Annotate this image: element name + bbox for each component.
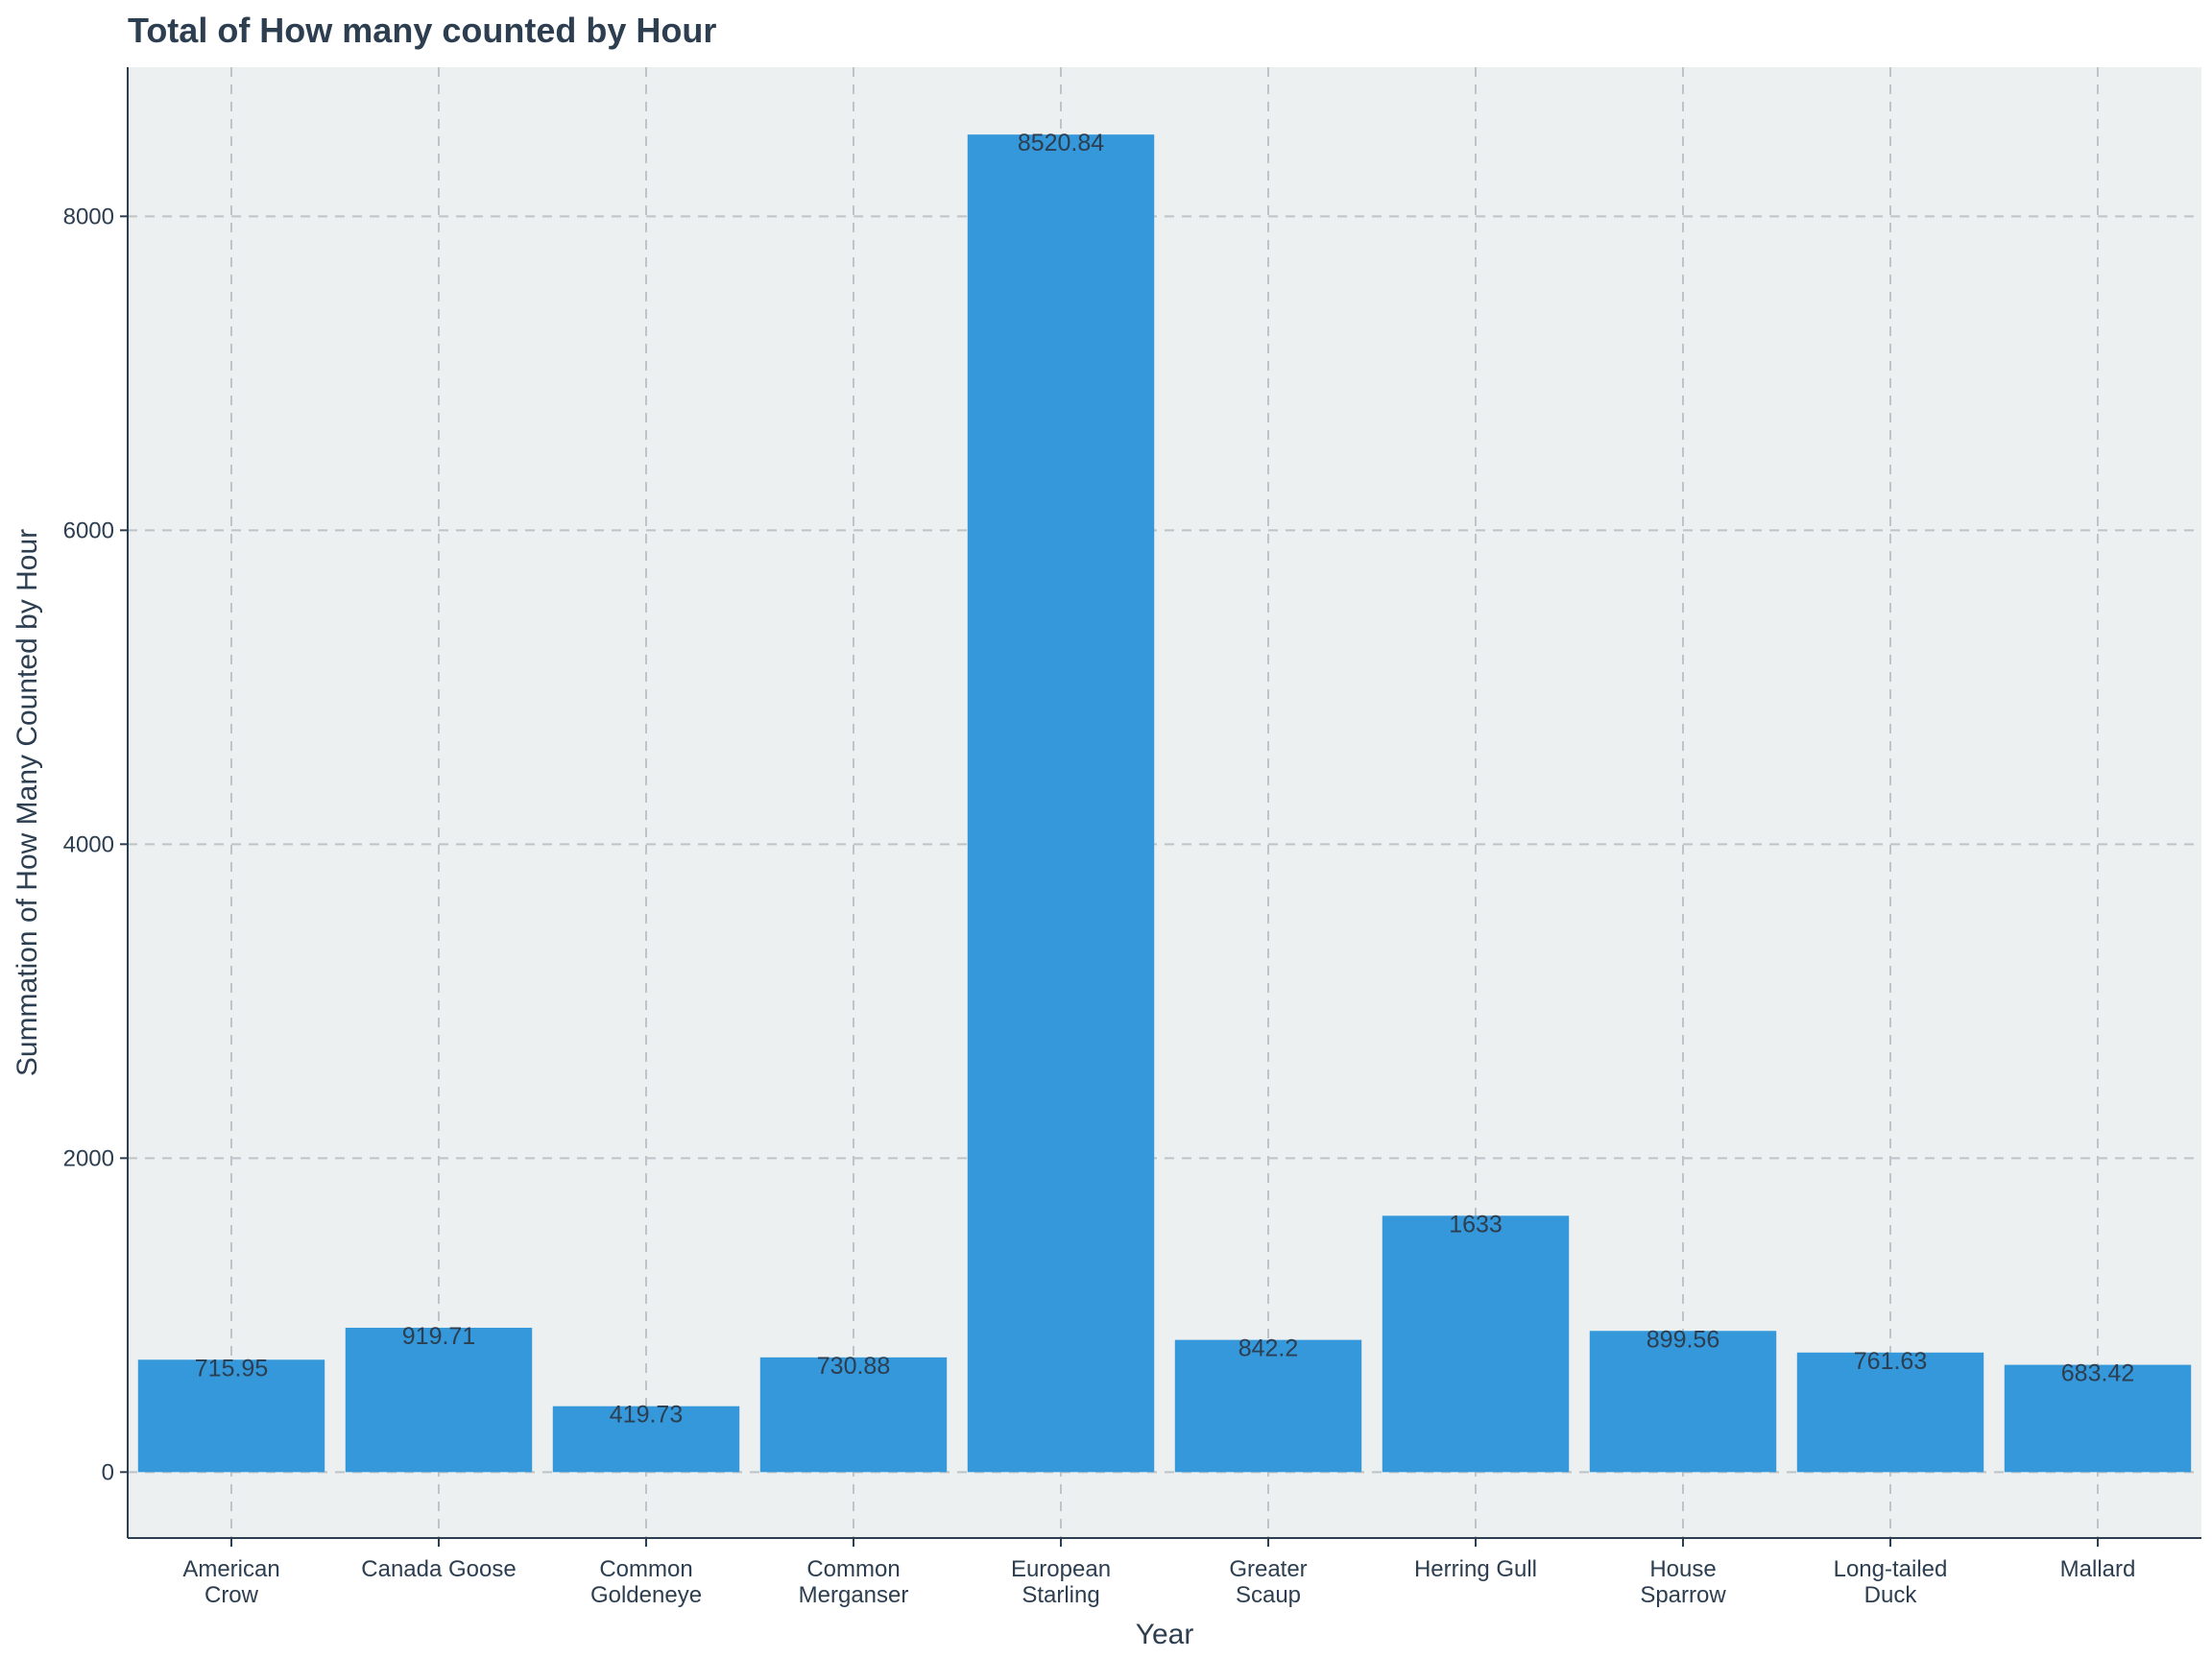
chart-title: Total of How many counted by Hour	[128, 11, 716, 50]
x-tick-label-line: European	[1011, 1556, 1111, 1582]
x-tick-label-line: Canada Goose	[361, 1556, 516, 1582]
bar-8	[1796, 1352, 1984, 1473]
y-tick-label-1: 2000	[63, 1145, 114, 1171]
y-axis-ticks: 0 2000 4000 6000 8000	[63, 204, 128, 1485]
data-label-5: 842.2	[1238, 1335, 1299, 1362]
data-label-0: 715.95	[195, 1355, 268, 1382]
x-tick-label-8: Long-tailed Duck	[1834, 1556, 1948, 1608]
data-label-4: 8520.84	[1018, 130, 1104, 156]
data-labels: 715.95 919.71 419.73 730.88 8520.84 842.2 1633…	[195, 130, 2134, 1429]
data-label-3: 730.88	[817, 1353, 890, 1380]
y-tick-label-3: 6000	[63, 517, 114, 543]
data-label-1: 919.71	[402, 1323, 475, 1350]
x-tick-label-line: Greater	[1229, 1556, 1307, 1582]
x-tick-label-0: American Crow	[182, 1556, 279, 1608]
plot-panel	[128, 67, 2201, 1538]
y-axis-label: Summation of How Many Counted by Hour	[12, 529, 43, 1076]
x-tick-label-9: Mallard	[2060, 1556, 2136, 1582]
y-tick-label-2: 4000	[63, 831, 114, 857]
bar-3	[759, 1357, 948, 1473]
x-tick-label-6: Herring Gull	[1414, 1556, 1537, 1582]
x-tick-label-line: Common	[599, 1556, 692, 1582]
x-tick-label-line: Herring Gull	[1414, 1556, 1537, 1582]
x-tick-label-line: Crow	[204, 1582, 259, 1608]
x-tick-label-line: Common	[806, 1556, 900, 1582]
y-tick-label-0: 0	[102, 1459, 114, 1485]
x-tick-label-5: Greater Scaup	[1229, 1556, 1307, 1608]
x-tick-label-1: Canada Goose	[361, 1556, 516, 1582]
x-tick-label-line: Starling	[1022, 1582, 1099, 1608]
x-tick-label-line: House	[1649, 1556, 1716, 1582]
x-tick-label-line: American	[182, 1556, 279, 1582]
bars	[137, 134, 2192, 1473]
x-tick-label-line: Merganser	[799, 1582, 909, 1608]
x-axis-label: Year	[1136, 1619, 1194, 1650]
x-tick-label-3: Common Merganser	[799, 1556, 909, 1608]
data-label-7: 899.56	[1647, 1326, 1719, 1353]
bar-5	[1174, 1339, 1362, 1473]
x-tick-label-line: Duck	[1864, 1582, 1918, 1608]
bar-4	[967, 134, 1155, 1473]
bar-0	[137, 1359, 325, 1473]
x-tick-label-line: Mallard	[2060, 1556, 2136, 1582]
x-tick-label-2: Common Goldeneye	[590, 1556, 702, 1608]
bar-6	[1382, 1215, 1570, 1473]
data-label-8: 761.63	[1854, 1348, 1927, 1375]
x-tick-label-line: Sparrow	[1640, 1582, 1726, 1608]
x-tick-label-line: Scaup	[1236, 1582, 1301, 1608]
bar-1	[345, 1327, 533, 1473]
data-label-6: 1633	[1449, 1211, 1503, 1238]
x-tick-label-7: House Sparrow	[1640, 1556, 1726, 1608]
x-tick-label-line: Goldeneye	[590, 1582, 702, 1608]
y-tick-label-4: 8000	[63, 204, 114, 229]
data-label-2: 419.73	[610, 1402, 683, 1429]
bar-2	[552, 1406, 740, 1473]
x-tick-label-4: European Starling	[1011, 1556, 1111, 1608]
bar-9	[2004, 1364, 2192, 1473]
bar-7	[1589, 1331, 1777, 1473]
data-label-9: 683.42	[2061, 1360, 2134, 1387]
x-tick-label-line: Long-tailed	[1834, 1556, 1948, 1582]
